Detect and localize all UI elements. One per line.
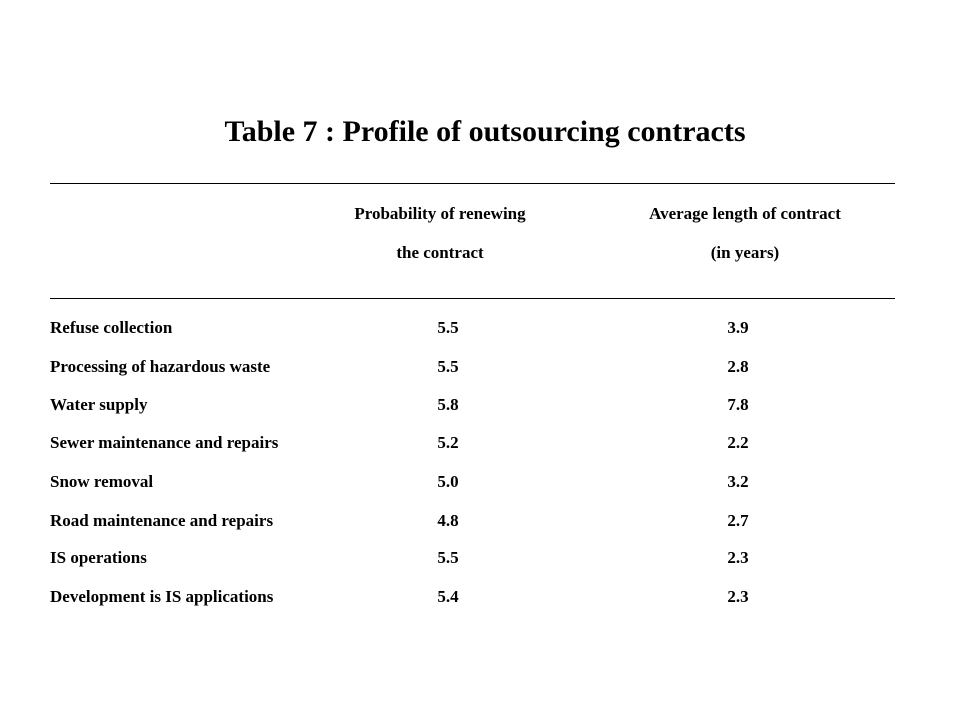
renewal-value: 5.4: [437, 587, 459, 606]
row-label: Road maintenance and repairs: [50, 511, 274, 530]
renewal-value: 5.0: [437, 472, 459, 491]
length-value: 3.9: [727, 318, 749, 337]
renewal-value: 5.5: [437, 548, 459, 567]
col-header-renewal-line1: Probability of renewing: [354, 204, 526, 223]
renewal-value: 5.5: [437, 318, 459, 337]
col-header-length-line1: Average length of contract: [649, 204, 841, 223]
row-label: Processing of hazardous waste: [50, 357, 271, 376]
length-value: 2.3: [727, 587, 749, 606]
length-value: 2.7: [727, 511, 749, 530]
header-rule: [50, 298, 895, 299]
row-label: Water supply: [50, 395, 148, 414]
renewal-value: 5.5: [437, 357, 459, 376]
table-row: IS operations 5.5 2.3: [0, 546, 960, 570]
table-row: Water supply 5.8 7.8: [0, 393, 960, 417]
row-label: Snow removal: [50, 472, 154, 491]
length-value: 2.8: [727, 357, 749, 376]
length-value: 2.3: [727, 548, 749, 567]
renewal-value: 4.8: [437, 511, 459, 530]
table-row: Development is IS applications 5.4 2.3: [0, 585, 960, 609]
row-label: Development is IS applications: [50, 587, 274, 606]
top-rule: [50, 183, 895, 184]
table-row: Snow removal 5.0 3.2: [0, 470, 960, 494]
renewal-value: 5.2: [437, 433, 459, 452]
table-row: Processing of hazardous waste 5.5 2.8: [0, 355, 960, 379]
table-title: Table 7 : Profile of outsourcing contrac…: [224, 115, 746, 148]
col-header-renewal-line2: the contract: [396, 243, 484, 262]
table-row: Road maintenance and repairs 4.8 2.7: [0, 509, 960, 533]
row-label: Refuse collection: [50, 318, 173, 337]
row-label: Sewer maintenance and repairs: [50, 433, 279, 452]
renewal-value: 5.8: [437, 395, 459, 414]
col-header-length-line2: (in years): [710, 243, 780, 262]
table-row: Sewer maintenance and repairs 5.2 2.2: [0, 431, 960, 455]
length-value: 7.8: [727, 395, 749, 414]
row-label: IS operations: [50, 548, 147, 567]
length-value: 3.2: [727, 472, 749, 491]
table-row: Refuse collection 5.5 3.9: [0, 316, 960, 340]
length-value: 2.2: [727, 433, 749, 452]
